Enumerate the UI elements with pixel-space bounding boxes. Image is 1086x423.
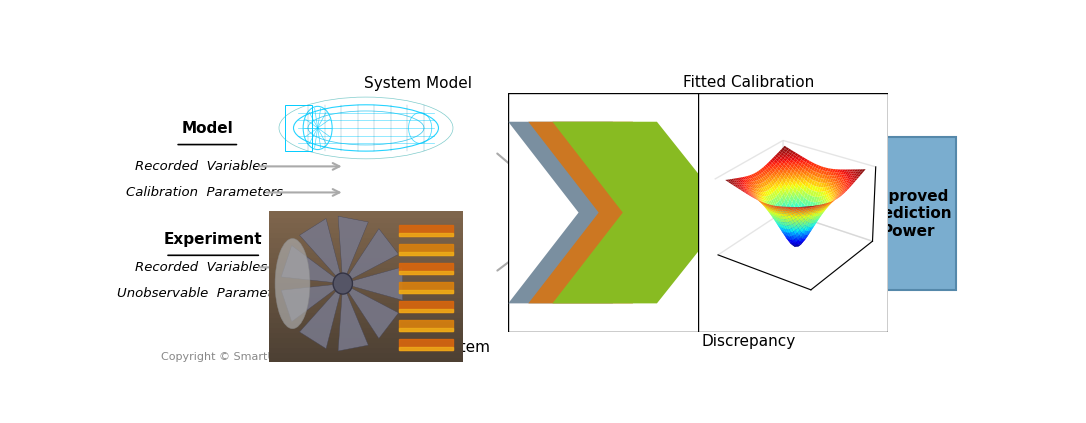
Bar	[269, 307, 463, 312]
Bar	[269, 266, 463, 272]
Bar	[269, 252, 463, 256]
Bar	[399, 252, 453, 255]
Bar	[269, 337, 463, 342]
Polygon shape	[343, 267, 403, 300]
Polygon shape	[338, 216, 368, 283]
Bar	[269, 272, 463, 277]
Bar	[269, 332, 463, 337]
Bar	[399, 233, 453, 236]
Bar	[269, 342, 463, 347]
Ellipse shape	[275, 239, 310, 329]
Polygon shape	[281, 283, 343, 321]
Bar	[269, 227, 463, 231]
Bar	[399, 328, 453, 331]
Text: Statistical
Calibration: Statistical Calibration	[567, 100, 651, 132]
Text: System Model: System Model	[364, 76, 471, 91]
Text: Unobservable  Parameters: Unobservable Parameters	[116, 287, 293, 300]
Polygon shape	[343, 229, 399, 283]
Bar	[269, 347, 463, 352]
Bar	[269, 312, 463, 316]
Polygon shape	[553, 122, 730, 303]
Polygon shape	[300, 283, 343, 349]
Text: Model
Discrepancy: Model Discrepancy	[702, 316, 796, 349]
Polygon shape	[300, 219, 343, 283]
Bar	[399, 282, 453, 293]
Bar	[399, 271, 453, 274]
Bar	[269, 316, 463, 321]
Bar	[269, 297, 463, 302]
Bar	[269, 236, 463, 242]
Bar	[399, 309, 453, 312]
Bar	[269, 261, 463, 266]
Bar	[269, 277, 463, 282]
Text: Experiment: Experiment	[164, 232, 263, 247]
Bar	[399, 263, 453, 274]
Bar	[399, 301, 453, 312]
Polygon shape	[338, 283, 368, 351]
Text: Recorded  Variables: Recorded Variables	[136, 261, 267, 274]
Polygon shape	[529, 122, 705, 303]
Polygon shape	[343, 283, 399, 338]
Bar	[269, 212, 463, 217]
Bar	[269, 222, 463, 227]
Ellipse shape	[333, 273, 353, 294]
Bar	[269, 327, 463, 332]
Bar	[399, 320, 453, 331]
Bar	[269, 321, 463, 327]
Bar	[399, 339, 453, 350]
Text: Fitted Calibration
Parameters: Fitted Calibration Parameters	[683, 75, 814, 108]
Bar	[399, 244, 453, 255]
Bar	[269, 231, 463, 236]
Bar	[269, 287, 463, 291]
Text: Real World System: Real World System	[345, 340, 490, 354]
Polygon shape	[508, 122, 685, 303]
Bar	[269, 217, 463, 222]
Bar	[399, 347, 453, 350]
Bar	[269, 352, 463, 357]
Bar	[269, 357, 463, 362]
Text: Improved
Prediction
Power: Improved Prediction Power	[864, 189, 952, 239]
Bar	[269, 302, 463, 307]
Text: Copyright © SmartUQ.  All rights reserved.: Copyright © SmartUQ. All rights reserved…	[161, 352, 401, 362]
Bar	[399, 225, 453, 236]
Text: SmartUQ®: SmartUQ®	[566, 319, 652, 333]
Bar	[269, 282, 463, 287]
Bar	[269, 247, 463, 252]
Text: Recorded  Variables: Recorded Variables	[136, 160, 267, 173]
Bar	[399, 290, 453, 293]
Polygon shape	[281, 245, 343, 283]
Text: Calibration  Parameters: Calibration Parameters	[126, 186, 283, 199]
Bar	[269, 242, 463, 247]
FancyBboxPatch shape	[848, 137, 957, 290]
Text: Model: Model	[181, 121, 233, 137]
Bar	[269, 256, 463, 261]
Bar	[269, 291, 463, 297]
